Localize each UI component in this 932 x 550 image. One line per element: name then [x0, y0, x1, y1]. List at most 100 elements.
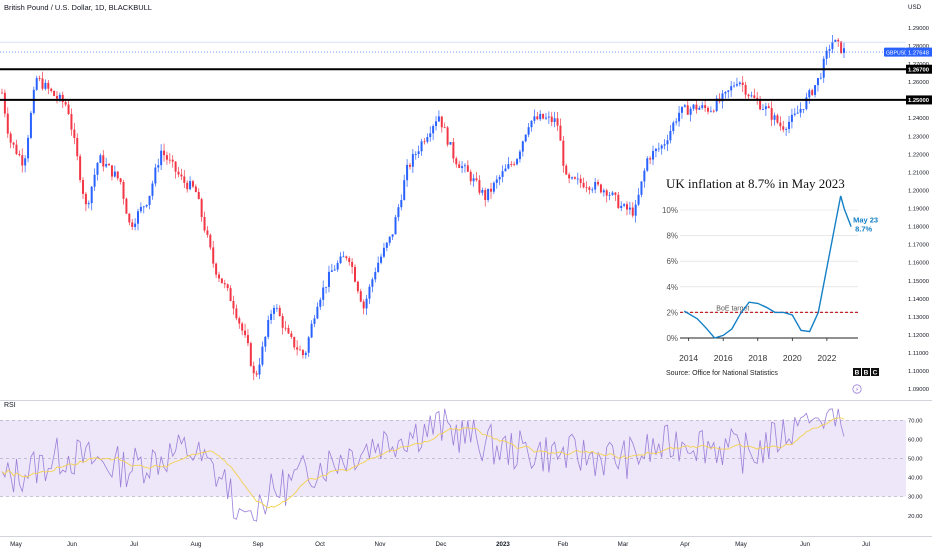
candle-body [788, 121, 791, 129]
candle-body [620, 205, 623, 209]
candle-body [145, 204, 148, 207]
candle-body [397, 207, 400, 218]
bbc-logo-letter: B [855, 370, 860, 377]
candle-body [365, 298, 368, 309]
candle-body [3, 92, 6, 114]
y-tick-label: 1.26000 [908, 80, 929, 86]
candle-body [458, 164, 461, 168]
time-axis[interactable]: May Jun Jul Aug Sep Oct Nov Dec 2023 Feb Mar Apr May… [0, 536, 932, 549]
candle-body [663, 144, 666, 146]
candle-body [637, 194, 640, 205]
candle-body [330, 270, 333, 272]
time-tick-label: Jul [130, 541, 138, 548]
candle-body [67, 104, 70, 115]
price-pane[interactable]: USD 1.09000 1.10000 1.11000 1.12000 1.13000 1.… [0, 4, 932, 401]
y-tick-label: 1.16000 [908, 261, 929, 267]
candle-body [594, 181, 597, 190]
candle-body [631, 207, 634, 216]
candle-body [495, 179, 498, 183]
candle-body [675, 121, 678, 123]
candle-body [814, 85, 817, 95]
candle-body [559, 125, 562, 141]
candle-body [339, 256, 342, 264]
candle-body [293, 337, 296, 348]
bbc-logo-block [853, 368, 861, 376]
candle-body [724, 91, 727, 94]
y-tick-label: 1.12000 [908, 333, 929, 339]
candle-body [325, 286, 328, 288]
candle-body [116, 171, 119, 179]
candle-body [125, 198, 128, 214]
candle-body [761, 109, 764, 110]
candle-body [342, 256, 345, 258]
candle-body [811, 90, 814, 95]
candle-body [218, 274, 221, 279]
candle-body [139, 207, 142, 212]
candle-body [307, 337, 310, 353]
candle-body [79, 156, 82, 181]
candle-body [649, 158, 652, 160]
candle-body [82, 180, 85, 194]
inset-title: UK inflation at 8.7% in May 2023 [666, 176, 845, 191]
candle-body [319, 299, 322, 307]
candle-body [29, 112, 32, 138]
candle-body [93, 174, 96, 187]
candle-body [582, 182, 585, 188]
candle-body [177, 171, 180, 175]
candle-body [487, 188, 490, 200]
candle-body [371, 279, 374, 287]
y-tick-label: 1.20000 [908, 188, 929, 194]
candle-body [362, 301, 365, 309]
candle-body [55, 95, 58, 99]
candle-body [110, 165, 113, 177]
candle-body [87, 203, 90, 205]
candle-body [215, 263, 218, 275]
candle-body [753, 95, 756, 98]
candle-body [99, 155, 102, 163]
time-tick-label: Feb [558, 541, 569, 548]
candle-body [730, 86, 733, 91]
candle-body [226, 284, 229, 289]
candle-body [449, 142, 452, 145]
rsi-pane[interactable]: 20.00 30.00 40.00 50.00 60.00 70.00 [0, 408, 923, 522]
candle-body [220, 278, 223, 284]
candle-body [382, 247, 385, 257]
candle-body [229, 288, 232, 302]
candle-body [461, 166, 464, 168]
rsi-tick-label: 50.00 [908, 457, 923, 463]
candle-body [628, 207, 631, 210]
y-tick-label: 1.13000 [908, 315, 929, 321]
inset-x-tick: 2018 [748, 353, 767, 363]
candle-body [278, 307, 281, 317]
candle-body [776, 115, 779, 123]
candle-body [547, 116, 550, 118]
candle-body [446, 127, 449, 145]
candle-body [316, 306, 319, 319]
candle-body [437, 116, 440, 122]
candle-body [834, 39, 837, 42]
inset-source: Source: Office for National Statistics [666, 370, 778, 377]
candle-body [669, 130, 672, 141]
candle-body [542, 113, 545, 119]
time-tick-label: 2023 [496, 541, 510, 548]
candle-body [160, 150, 163, 166]
inset-x-tick: 2016 [714, 353, 733, 363]
candle-body [524, 134, 527, 142]
candle-body [831, 41, 834, 50]
candle-body [168, 159, 171, 161]
candle-body [579, 178, 582, 183]
candle-body [686, 105, 689, 115]
candle-body [356, 281, 359, 292]
candle-body [394, 217, 397, 235]
candle-body [380, 256, 383, 263]
boe-target-label: BoE target [716, 305, 749, 312]
candle-body [105, 164, 108, 167]
y-tick-label: 1.09000 [908, 387, 929, 393]
candle-body [142, 206, 145, 208]
candle-body [313, 318, 316, 324]
candle-body [455, 158, 458, 165]
candle-body [501, 171, 504, 177]
candle-body [148, 195, 151, 205]
candle-body [611, 192, 614, 195]
candle-body [617, 194, 620, 209]
